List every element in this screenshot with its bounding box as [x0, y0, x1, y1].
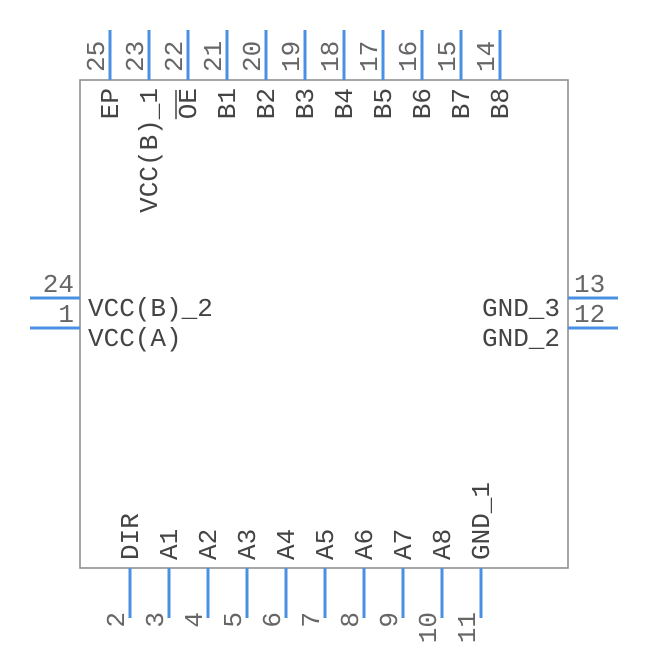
pin-name-25: EP [96, 88, 126, 119]
pin-num-9: 9 [375, 612, 405, 628]
pin-num-4: 4 [180, 612, 210, 628]
pin-name-15: B7 [447, 88, 477, 119]
pin-name-18: B4 [330, 88, 360, 119]
pin-num-12: 12 [574, 300, 605, 330]
pin-num-2: 2 [102, 612, 132, 628]
ic-pinout-diagram: 25EP23VCC(B)_122OE21B120B219B318B417B516… [0, 0, 648, 648]
pin-name-3: A1 [155, 529, 185, 560]
pin-num-14: 14 [472, 41, 502, 72]
pin-name-20: B2 [252, 88, 282, 119]
pin-num-18: 18 [316, 41, 346, 72]
pin-name-10: A8 [428, 529, 458, 560]
pin-name-24: VCC(B)_2 [88, 294, 213, 324]
pin-name-23: VCC(B)_1 [135, 88, 165, 213]
pin-num-24: 24 [43, 270, 74, 300]
pin-name-19: B3 [291, 88, 321, 119]
pin-num-7: 7 [297, 612, 327, 628]
pin-num-22: 22 [160, 41, 190, 72]
pin-name-8: A6 [350, 529, 380, 560]
pin-name-2: DIR [116, 513, 146, 560]
pin-num-19: 19 [277, 41, 307, 72]
pin-name-12: GND_2 [482, 324, 560, 354]
pin-num-10: 10 [414, 612, 444, 643]
pin-num-1: 1 [58, 300, 74, 330]
pin-num-8: 8 [336, 612, 366, 628]
pin-num-15: 15 [433, 41, 463, 72]
pin-name-17: B5 [369, 88, 399, 119]
pin-num-13: 13 [574, 270, 605, 300]
pin-name-9: A7 [389, 529, 419, 560]
pin-num-17: 17 [355, 41, 385, 72]
pin-num-21: 21 [199, 41, 229, 72]
pin-name-4: A2 [194, 529, 224, 560]
pin-num-11: 11 [453, 612, 483, 643]
pin-name-7: A5 [311, 529, 341, 560]
pin-name-16: B6 [408, 88, 438, 119]
pin-name-22: OE [174, 88, 204, 119]
pin-name-6: A4 [272, 529, 302, 560]
pin-name-21: B1 [213, 88, 243, 119]
pin-num-3: 3 [141, 612, 171, 628]
pin-num-25: 25 [82, 41, 112, 72]
pin-num-23: 23 [121, 41, 151, 72]
pin-name-11: GND_1 [467, 482, 497, 560]
pin-name-5: A3 [233, 529, 263, 560]
pin-num-5: 5 [219, 612, 249, 628]
pin-name-1: VCC(A) [88, 324, 182, 354]
pin-name-14: B8 [486, 88, 516, 119]
pin-num-20: 20 [238, 41, 268, 72]
pin-name-13: GND_3 [482, 294, 560, 324]
pin-num-6: 6 [258, 612, 288, 628]
pin-num-16: 16 [394, 41, 424, 72]
